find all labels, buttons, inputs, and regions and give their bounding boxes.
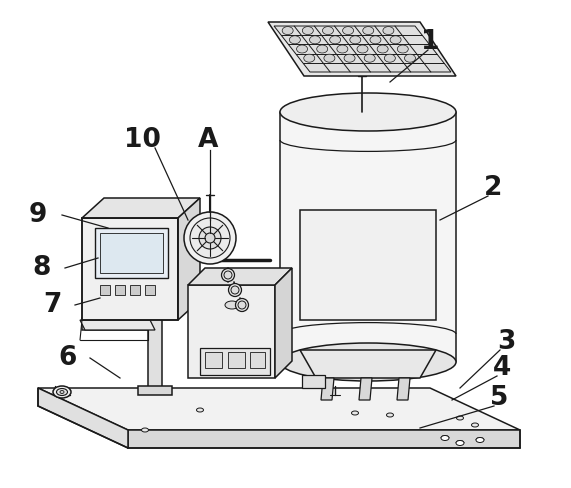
Ellipse shape: [337, 45, 348, 53]
Text: 7: 7: [43, 292, 61, 318]
Polygon shape: [128, 430, 520, 448]
Ellipse shape: [53, 386, 71, 398]
Polygon shape: [130, 285, 140, 295]
Ellipse shape: [323, 27, 333, 35]
Ellipse shape: [224, 271, 232, 279]
Ellipse shape: [370, 36, 381, 44]
Ellipse shape: [472, 423, 478, 427]
Polygon shape: [100, 285, 110, 295]
Ellipse shape: [364, 54, 375, 62]
Polygon shape: [300, 210, 436, 320]
Ellipse shape: [196, 408, 203, 412]
Polygon shape: [200, 348, 270, 375]
Ellipse shape: [238, 301, 246, 309]
Ellipse shape: [225, 301, 239, 309]
Ellipse shape: [199, 227, 221, 249]
Ellipse shape: [309, 36, 320, 44]
Polygon shape: [300, 350, 436, 378]
Polygon shape: [38, 388, 520, 430]
Ellipse shape: [304, 54, 315, 62]
Polygon shape: [148, 318, 162, 388]
Ellipse shape: [377, 45, 388, 53]
Ellipse shape: [296, 45, 308, 53]
Polygon shape: [82, 198, 200, 218]
Ellipse shape: [57, 388, 67, 395]
Text: 3: 3: [497, 329, 515, 355]
Polygon shape: [205, 352, 222, 368]
Text: 10: 10: [123, 127, 160, 153]
Ellipse shape: [456, 416, 464, 420]
Ellipse shape: [324, 54, 335, 62]
Text: 9: 9: [29, 202, 47, 228]
Ellipse shape: [343, 27, 353, 35]
Ellipse shape: [184, 212, 236, 264]
Ellipse shape: [60, 390, 64, 393]
Ellipse shape: [404, 54, 416, 62]
Polygon shape: [82, 318, 148, 330]
Ellipse shape: [350, 36, 361, 44]
Ellipse shape: [456, 441, 464, 446]
Polygon shape: [100, 233, 163, 273]
Polygon shape: [82, 218, 178, 320]
Polygon shape: [145, 285, 155, 295]
Polygon shape: [138, 386, 172, 395]
Text: 5: 5: [490, 385, 508, 411]
Ellipse shape: [317, 45, 328, 53]
Ellipse shape: [280, 93, 456, 131]
Polygon shape: [275, 268, 292, 378]
Ellipse shape: [289, 36, 300, 44]
Ellipse shape: [363, 27, 374, 35]
Text: 8: 8: [33, 255, 51, 281]
Ellipse shape: [390, 36, 401, 44]
Ellipse shape: [280, 343, 456, 381]
Polygon shape: [359, 378, 372, 400]
Polygon shape: [280, 112, 456, 362]
Polygon shape: [80, 320, 155, 330]
Ellipse shape: [384, 54, 395, 62]
Ellipse shape: [222, 268, 235, 282]
Polygon shape: [250, 352, 265, 368]
Text: 1: 1: [421, 29, 439, 55]
Polygon shape: [397, 378, 410, 400]
Ellipse shape: [383, 27, 394, 35]
Polygon shape: [321, 378, 334, 400]
Polygon shape: [228, 352, 245, 368]
Ellipse shape: [387, 413, 393, 417]
Polygon shape: [115, 285, 125, 295]
Text: A: A: [198, 127, 218, 153]
Polygon shape: [95, 228, 168, 278]
Polygon shape: [274, 26, 451, 72]
Ellipse shape: [352, 411, 359, 415]
Polygon shape: [188, 268, 292, 285]
Polygon shape: [302, 375, 325, 388]
Ellipse shape: [282, 27, 293, 35]
Ellipse shape: [228, 284, 242, 297]
Ellipse shape: [142, 428, 148, 432]
Ellipse shape: [441, 435, 449, 441]
Text: 2: 2: [484, 175, 502, 201]
Ellipse shape: [357, 45, 368, 53]
Polygon shape: [38, 388, 128, 448]
Ellipse shape: [329, 36, 341, 44]
Text: 6: 6: [59, 345, 77, 371]
Ellipse shape: [235, 299, 248, 311]
Polygon shape: [268, 22, 456, 76]
Polygon shape: [188, 285, 275, 378]
Ellipse shape: [302, 27, 313, 35]
Ellipse shape: [205, 233, 215, 243]
Polygon shape: [178, 198, 200, 320]
Text: 4: 4: [493, 355, 511, 381]
Ellipse shape: [344, 54, 355, 62]
Ellipse shape: [397, 45, 408, 53]
Ellipse shape: [190, 218, 230, 258]
Ellipse shape: [476, 438, 484, 443]
Ellipse shape: [231, 286, 239, 294]
